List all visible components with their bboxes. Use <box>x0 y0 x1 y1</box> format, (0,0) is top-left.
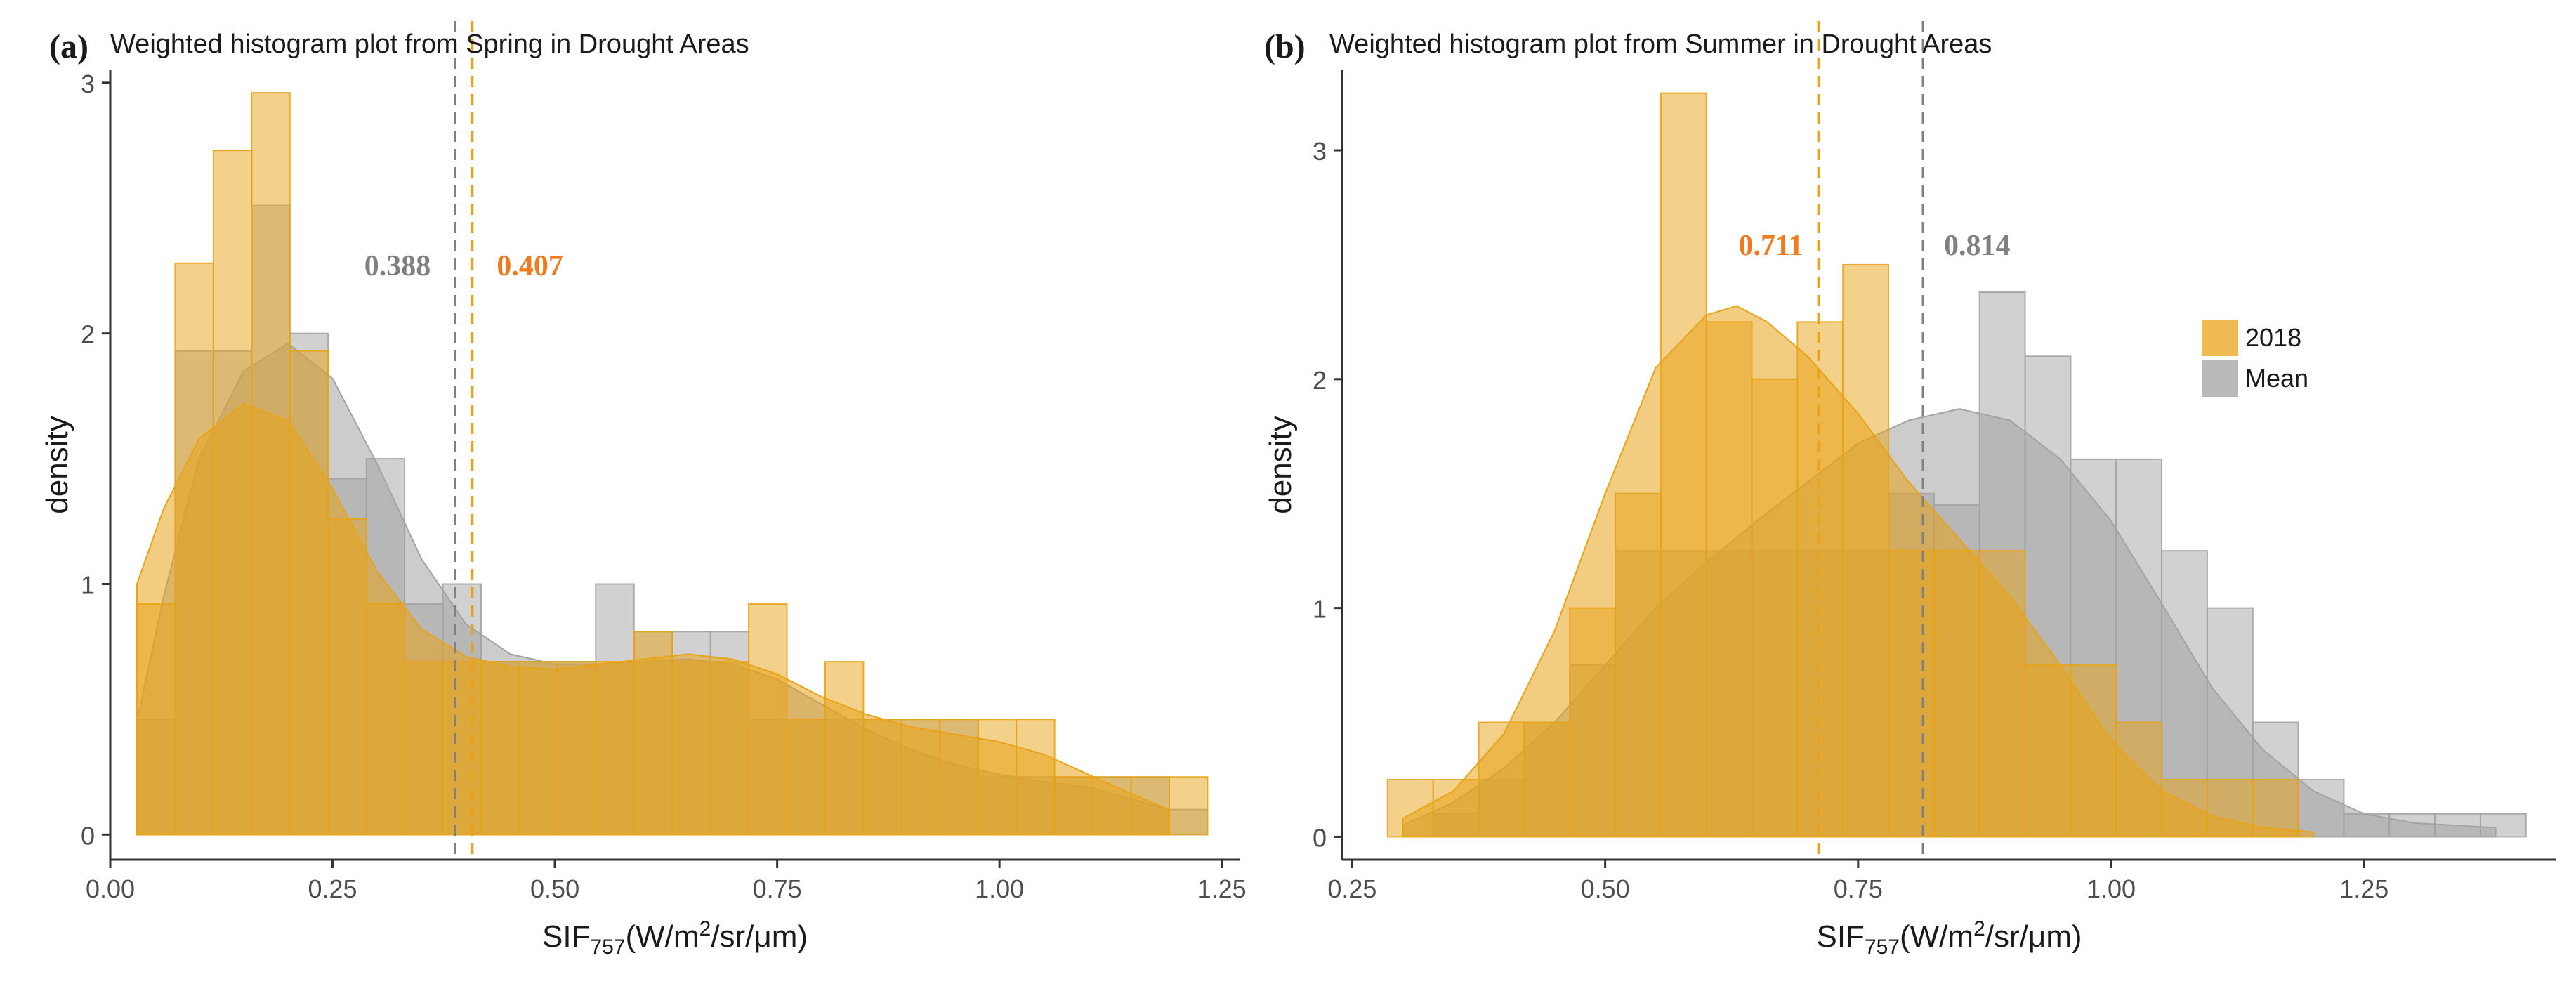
y-tick-label: 3 <box>81 70 95 98</box>
panel-label: (a) <box>49 28 88 65</box>
chart-title: Weighted histogram plot from Spring in D… <box>110 29 749 59</box>
panel-label: (b) <box>1264 28 1306 65</box>
y-tick-label: 1 <box>1313 595 1327 624</box>
y-tick-label: 1 <box>81 570 95 599</box>
mean-label-mean: 0.388 <box>364 250 431 282</box>
y-tick-label: 0 <box>81 821 95 850</box>
x-tick-label: 1.00 <box>2087 874 2136 903</box>
y-axis-title: density <box>1263 416 1298 513</box>
x-tick-label: 0.25 <box>1327 874 1376 903</box>
legend: 2018 Mean <box>2202 320 2308 397</box>
mean-label-2018: 0.711 <box>1738 230 1803 262</box>
series-2018 <box>136 92 1209 836</box>
mean-label-2018: 0.407 <box>497 250 563 282</box>
y-axis-title: density <box>40 416 74 513</box>
x-axis-title: SIF757(W/m2/sr/μm) <box>542 917 808 959</box>
legend-label-2018: 2018 <box>2245 323 2301 352</box>
y-tick-label: 3 <box>1313 137 1327 166</box>
series-2018 <box>1386 92 2315 838</box>
x-tick-label: 0.00 <box>86 874 135 903</box>
panel-b: 0.711 0.814 0 1 2 3 0.25 0.50 0.75 1.00 1.25 SIF757… <box>1263 21 2556 959</box>
x-tick-label: 0.75 <box>1834 874 1883 903</box>
mean-label-mean: 0.814 <box>1944 230 2011 262</box>
legend-label-mean: Mean <box>2245 364 2308 393</box>
density-curve <box>136 402 1169 836</box>
x-tick-label: 1.25 <box>2339 874 2388 903</box>
y-tick-label: 0 <box>1313 823 1327 852</box>
x-axis-title: SIF757(W/m2/sr/μm) <box>1816 917 2082 959</box>
x-tick-label: 0.50 <box>530 874 579 903</box>
legend-swatch-mean <box>2202 360 2238 397</box>
panel-a: 0.407 0.388 0 1 2 3 0.00 0.25 0.50 0.75 1.00 1.25 SI… <box>40 21 1247 959</box>
chart-title: Weighted histogram plot from Summer in D… <box>1329 29 1992 59</box>
y-tick-label: 2 <box>1313 366 1327 395</box>
density-curve <box>1402 305 2315 838</box>
y-tick-label: 2 <box>81 320 95 349</box>
x-tick-label: 0.75 <box>753 874 802 903</box>
x-tick-label: 0.50 <box>1581 874 1630 903</box>
x-tick-label: 0.25 <box>308 874 357 903</box>
legend-swatch-2018 <box>2202 320 2238 356</box>
x-tick-label: 1.00 <box>975 874 1024 903</box>
histogram-bar <box>1168 776 1209 836</box>
x-tick-label: 1.25 <box>1197 874 1247 903</box>
